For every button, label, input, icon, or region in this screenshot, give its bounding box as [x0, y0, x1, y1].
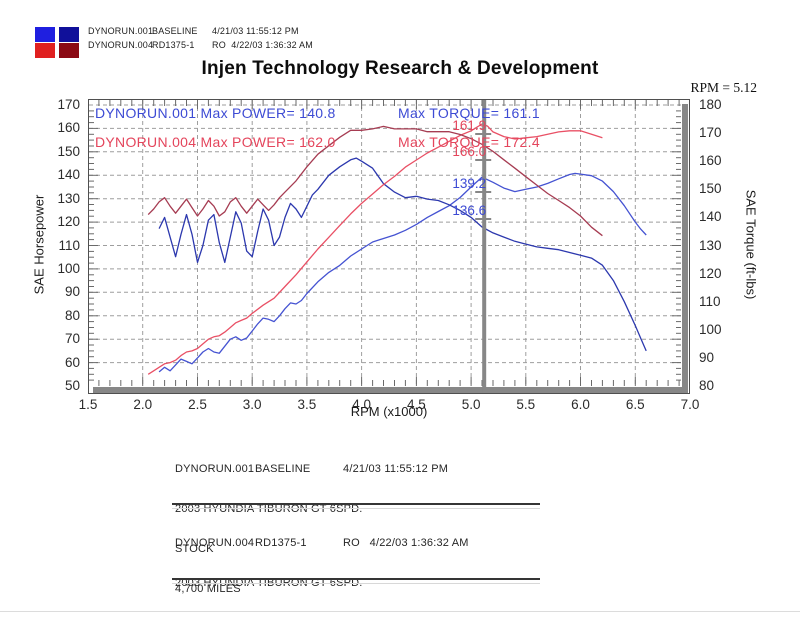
cursor-value-label: 161.9 [452, 118, 486, 133]
detail-run-name: DYNORUN.004 [175, 536, 255, 549]
left-axis-title: SAE Horsepower [31, 194, 47, 295]
legend-text: DYNORUN.004 Max POWER= 162.0 [95, 134, 336, 150]
run4-power-swatch [35, 43, 55, 58]
tick-label: 90 [64, 284, 80, 300]
tick-label: 100 [699, 321, 722, 337]
tick-label: 160 [699, 153, 722, 169]
run1-power-swatch [35, 27, 55, 42]
run-timestamp: 4/21/03 11:55:12 PM [212, 26, 299, 36]
plot-shadow-bottom [93, 387, 688, 393]
tick-label: 130 [57, 190, 80, 206]
tick-label: 130 [699, 237, 722, 253]
header-run-row: DYNORUN.004 RD1375-1 RO 4/22/03 1:36:32 … [88, 39, 313, 51]
cursor-value-label: 139.2 [452, 176, 486, 191]
legend-text: Max TORQUE= 172.4 [398, 134, 540, 150]
tick-label: 2.0 [133, 397, 153, 412]
tick-label: 170 [699, 125, 722, 141]
detail-run-name: DYNORUN.001 [175, 462, 255, 475]
run4-torque-swatch [59, 43, 79, 58]
tick-label: 80 [64, 307, 80, 323]
x-axis-title: RPM (x1000) [350, 404, 428, 419]
plot-shadow-right [682, 104, 688, 393]
cursor-value-label: 136.6 [452, 203, 486, 218]
run-id: BASELINE [152, 26, 198, 36]
legend-text: DYNORUN.001 Max POWER= 140.8 [95, 105, 336, 121]
plot-frame [88, 99, 690, 394]
report-title: Injen Technology Research & Development [201, 58, 599, 79]
tick-label: 160 [57, 120, 80, 136]
tick-label: 170 [57, 97, 80, 112]
gridlines [89, 100, 689, 386]
legend-text: Max TORQUE= 161.1 [398, 105, 540, 121]
tick-label: 5.0 [461, 397, 481, 412]
tick-label: 140 [699, 209, 722, 225]
section-divider [172, 578, 540, 584]
detail-run-timestamp: RO 4/22/03 1:36:32 AM [343, 536, 469, 549]
tick-label: 150 [57, 143, 80, 159]
tick-label: 3.0 [242, 397, 262, 412]
detail-header-line: DYNORUN.004 RD1375-1 RO 4/22/03 1:36:32 … [175, 537, 469, 550]
tick-label: 50 [64, 378, 80, 393]
tick-label: 6.5 [625, 397, 645, 412]
cursor-rpm-readout: RPM = 5.12 [690, 80, 757, 95]
detail-run-id: RD1375-1 [255, 536, 307, 549]
run-name: DYNORUN.001 [88, 26, 154, 36]
tick-label: 100 [57, 260, 80, 276]
series-dynorun-004-torque [147, 125, 603, 237]
detail-line: STOCK [175, 543, 214, 556]
tick-label: 4.0 [352, 397, 372, 412]
dyno-chart-plot: DYNORUN.001 Max POWER= 140.8 Max TORQUE= … [88, 99, 690, 394]
tick-label: 2.5 [188, 397, 207, 412]
run-detail-block: DYNORUN.001 BASELINE 4/21/03 11:55:12 PM… [175, 436, 448, 617]
detail-line: 4,700 MILES [175, 583, 241, 596]
run-detail-block: DYNORUN.004 RD1375-1 RO 4/22/03 1:36:32 … [175, 510, 469, 617]
tick-label: 110 [58, 237, 80, 253]
run1-torque-swatch [59, 27, 79, 42]
tick-label: 4.5 [406, 397, 426, 412]
run-color-key [35, 27, 79, 58]
series-dynorun-004-power [147, 123, 603, 375]
header-run-row: DYNORUN.001 BASELINE 4/21/03 11:55:12 PM [88, 25, 299, 37]
detail-line: 2003 HYUNDIA TIBURON GT 6SPD. [175, 503, 363, 516]
detail-header-line: DYNORUN.001 BASELINE 4/21/03 11:55:12 PM [175, 463, 448, 476]
page-footer-divider [0, 611, 800, 612]
dyno-chart: DYNORUN.001 Max POWER= 140.8 Max TORQUE= … [88, 99, 690, 394]
tick-label: 7.0 [680, 397, 700, 412]
tick-label: 60 [64, 354, 80, 370]
tick-label: 70 [64, 331, 80, 347]
tick-label: 5.5 [516, 397, 536, 412]
run-id: RD1375-1 [152, 40, 195, 50]
tick-label: 90 [699, 349, 715, 365]
run-name: DYNORUN.004 [88, 40, 154, 50]
cursor-value-label: 166.0 [452, 144, 486, 159]
tick-label: 3.5 [297, 397, 317, 412]
tick-label: 120 [57, 214, 80, 230]
tick-label: 180 [699, 97, 722, 112]
tick-label: 110 [699, 293, 721, 309]
axis-ticks [89, 100, 690, 386]
section-divider [172, 503, 540, 509]
tick-label: 120 [699, 265, 722, 281]
tick-label: 140 [57, 167, 80, 183]
tick-label: 1.5 [78, 397, 98, 412]
series-dynorun-001-power [158, 172, 647, 373]
tick-label: 6.0 [571, 397, 590, 412]
series-dynorun-001-torque [158, 157, 647, 352]
tick-label: 150 [699, 181, 722, 197]
tick-label: 80 [699, 378, 715, 393]
right-axis-title: SAE Torque (ft-lbs) [743, 189, 759, 300]
run-timestamp: RO 4/22/03 1:36:32 AM [212, 40, 313, 50]
detail-run-timestamp: 4/21/03 11:55:12 PM [343, 462, 449, 475]
detail-run-id: BASELINE [255, 462, 311, 475]
rpm-cursor-line[interactable] [482, 99, 487, 393]
